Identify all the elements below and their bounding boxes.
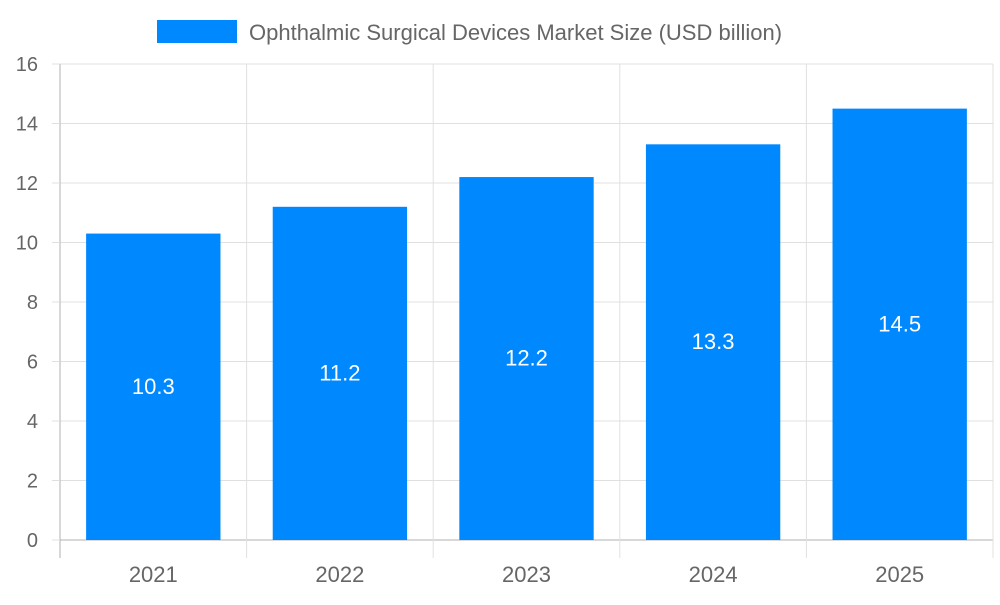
y-tick-label: 12 [16,173,38,195]
bar-2022 [272,206,408,541]
bar-2025 [832,108,967,540]
y-tick-label: 14 [16,114,38,136]
x-tick-label: 2021 [129,562,178,587]
y-tick-label: 4 [27,411,38,433]
data-label: 10.3 [132,374,175,399]
x-tick-label: 2024 [689,562,738,587]
y-tick-label: 2 [27,471,38,493]
bar-2024 [645,144,781,540]
data-label: 11.2 [319,360,360,385]
y-tick-label: 6 [27,352,38,374]
bar-2023 [459,177,594,541]
bars: 10.3 11.2 12.2 13.3 14.5 [86,108,967,541]
y-tick-label: 0 [27,530,38,552]
data-label: 12.2 [505,346,548,371]
y-tick-label: 10 [16,233,38,255]
legend: Ophthalmic Surgical Devices Market Size … [157,20,782,45]
x-tick-label: 2025 [875,562,924,587]
data-label: 13.3 [692,329,735,354]
axes: 0 2 4 6 8 10 12 14 16 2021 2022 2023 2024 2025 [16,54,924,587]
legend-swatch [157,20,237,43]
y-tick-label: 16 [16,54,38,76]
x-tick-label: 2022 [315,562,364,587]
bar-2021 [86,233,221,540]
data-label: 14.5 [878,311,921,336]
legend-label: Ophthalmic Surgical Devices Market Size … [249,20,782,45]
x-tick-label: 2023 [502,562,551,587]
y-tick-label: 8 [27,292,38,314]
